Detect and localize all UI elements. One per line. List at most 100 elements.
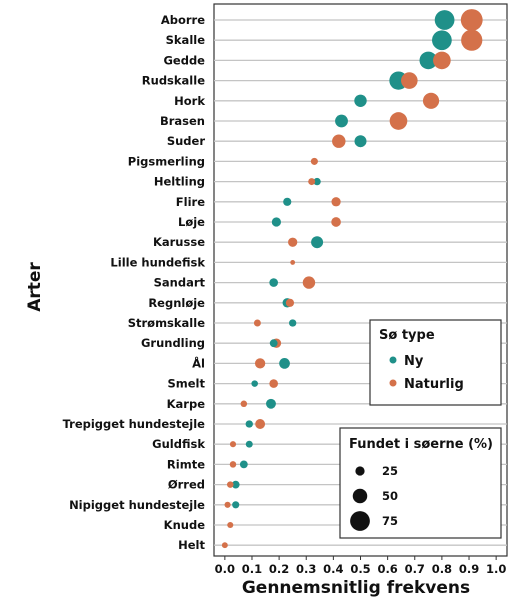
- size-legend-marker-75: [350, 511, 370, 531]
- point-ny-strømskalle: [288, 319, 297, 327]
- point-naturlig-brasen: [389, 112, 408, 130]
- category-label: Knude: [164, 518, 206, 532]
- point-naturlig-rudskalle: [401, 72, 418, 89]
- category-label: Karpe: [167, 397, 206, 411]
- point-ny-rimte: [239, 460, 248, 469]
- category-label: Regnløje: [148, 296, 205, 310]
- category-label: Trepigget hundestejle: [63, 417, 206, 431]
- point-naturlig-strømskalle: [253, 319, 261, 327]
- x-tick-label: 0.1: [242, 562, 262, 576]
- point-naturlig-helt: [221, 542, 228, 549]
- point-ny-løje: [271, 217, 282, 227]
- category-label: Aborre: [161, 13, 205, 27]
- size-legend-title: Fundet i søerne (%): [349, 437, 493, 452]
- color-legend: Sø type Ny Naturlig: [369, 319, 502, 406]
- y-axis-title: Arter: [25, 262, 45, 312]
- x-tick-label: 0.9: [459, 562, 479, 576]
- point-ny-sandart: [269, 278, 278, 287]
- legend-marker-ny: [389, 356, 397, 364]
- size-legend-label: 75: [382, 514, 398, 528]
- x-axis-ticks: 0.0 0.1 0.2 0.3 0.4 0.5 0.6 0.7 0.8 0.9 1.0: [215, 556, 506, 576]
- category-label: Strømskalle: [128, 316, 205, 330]
- x-tick-label: 0.7: [405, 562, 425, 576]
- point-naturlig-knude: [227, 521, 234, 529]
- category-label: Suder: [167, 134, 206, 148]
- legend-label-naturlig: Naturlig: [404, 377, 464, 392]
- x-tick-label: 0.0: [215, 562, 235, 576]
- category-label: Skalle: [166, 33, 206, 47]
- point-naturlig-lille-hundefisk: [290, 259, 296, 265]
- category-label: Sandart: [154, 276, 206, 290]
- point-naturlig-regnløje: [285, 298, 295, 307]
- category-label: Hork: [174, 94, 205, 108]
- category-label: Karusse: [153, 235, 205, 249]
- point-ny-trepigget-hundestejle: [245, 420, 253, 428]
- point-naturlig-guldfisk: [229, 441, 237, 448]
- point-ny-karusse: [311, 236, 324, 249]
- point-ny-guldfisk: [245, 440, 253, 448]
- point-ny-skalle: [432, 30, 452, 51]
- point-ny-heltling: [313, 177, 321, 186]
- x-axis-title: Gennemsnitlig frekvens: [242, 578, 470, 598]
- point-ny-hork: [354, 94, 367, 108]
- category-label: Smelt: [167, 377, 205, 391]
- legend-marker-naturlig: [389, 379, 397, 387]
- size-legend-label: 25: [382, 464, 398, 478]
- size-legend-entries: 25 50 75: [350, 464, 398, 531]
- point-ny-brasen: [335, 114, 348, 128]
- category-label: Brasen: [160, 114, 205, 128]
- point-naturlig-smelt: [269, 379, 278, 388]
- category-label: Løje: [178, 215, 205, 229]
- point-naturlig-trepigget-hundestejle: [255, 419, 266, 429]
- color-legend-box: [369, 319, 502, 406]
- category-label: Nipigget hundestejle: [69, 498, 205, 512]
- point-ny-gedde: [419, 51, 438, 70]
- point-naturlig-skalle: [461, 29, 483, 51]
- category-label: Pigsmerling: [128, 154, 205, 168]
- point-ny-smelt: [251, 380, 258, 387]
- point-naturlig-ørred: [227, 481, 234, 488]
- point-naturlig-løje: [331, 217, 341, 227]
- category-label: Lille hundefisk: [110, 255, 205, 269]
- point-naturlig-hork: [422, 92, 440, 109]
- x-tick-label: 0.3: [296, 562, 316, 576]
- category-label: Flire: [176, 195, 205, 209]
- point-naturlig-karusse: [288, 237, 298, 247]
- point-naturlig-gedde: [433, 51, 451, 70]
- point-ny-aborre: [434, 10, 455, 30]
- x-tick-label: 0.5: [350, 562, 370, 576]
- point-naturlig-rimte: [229, 461, 237, 468]
- category-label: Ørred: [168, 478, 205, 492]
- point-ny-suder: [354, 135, 367, 148]
- category-label: Rimte: [167, 457, 205, 471]
- category-label: Heltling: [154, 175, 205, 189]
- legend-label-ny: Ny: [404, 354, 424, 369]
- x-tick-label: 0.4: [323, 562, 343, 576]
- point-naturlig-suder: [332, 134, 346, 148]
- x-tick-label: 0.2: [269, 562, 289, 576]
- point-naturlig-pigsmerling: [310, 157, 318, 165]
- point-ny-grundling: [269, 339, 278, 348]
- category-label: Rudskalle: [142, 74, 205, 88]
- category-labels: Aborre Skalle Gedde Rudskalle Hork Brasen Sude…: [63, 13, 206, 552]
- point-ny-ørred: [231, 480, 240, 489]
- x-tick-label: 0.8: [432, 562, 452, 576]
- point-naturlig-ål: [254, 358, 266, 369]
- size-legend-marker-25: [355, 466, 365, 476]
- point-naturlig-aborre: [460, 9, 483, 31]
- point-ny-nipigget-hundestejle: [232, 501, 240, 509]
- point-naturlig-heltling: [308, 178, 316, 186]
- category-label: Guldfisk: [152, 437, 205, 451]
- point-naturlig-sandart: [302, 276, 316, 289]
- point-naturlig-karpe: [240, 400, 248, 408]
- data-points: [221, 9, 483, 549]
- point-ny-ål: [279, 358, 290, 369]
- category-label: Gedde: [163, 53, 205, 67]
- x-tick-label: 0.6: [377, 562, 397, 576]
- x-tick-label: 1.0: [486, 562, 506, 576]
- size-legend-label: 50: [382, 489, 398, 503]
- category-label: Ål: [192, 355, 205, 370]
- point-naturlig-flire: [331, 197, 341, 207]
- point-ny-karpe: [266, 398, 276, 409]
